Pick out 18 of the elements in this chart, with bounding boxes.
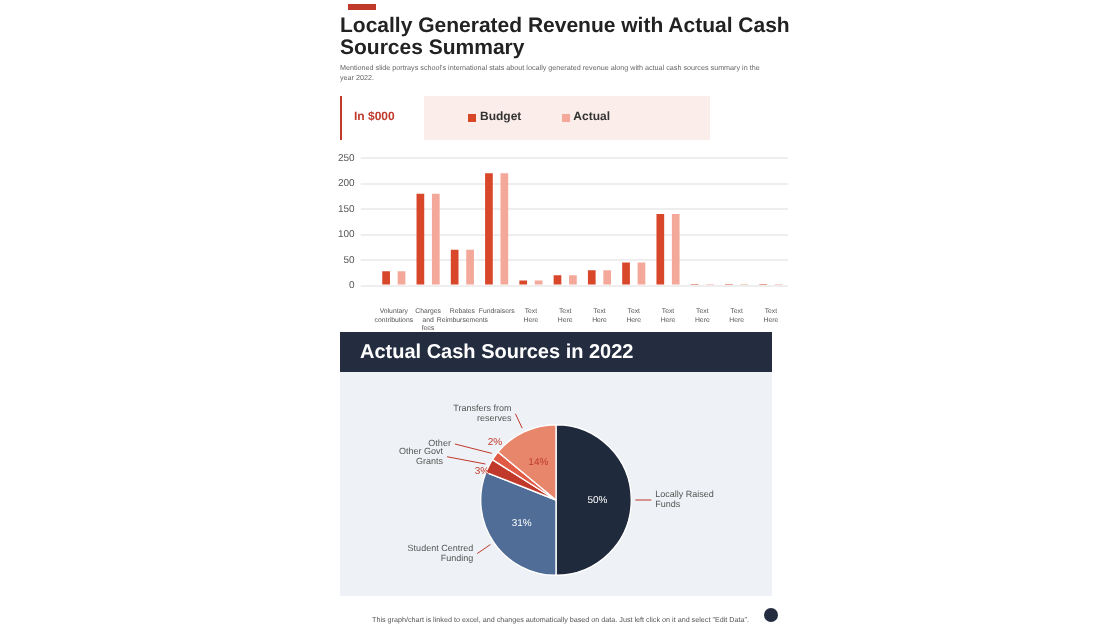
bar bbox=[450, 249, 459, 285]
bar bbox=[500, 173, 509, 285]
bar bbox=[656, 214, 665, 285]
bar bbox=[382, 271, 390, 285]
chart-title: Actual Cash Sources in 2022 bbox=[340, 332, 772, 372]
bar bbox=[553, 275, 562, 285]
bar bbox=[416, 193, 425, 285]
bar bbox=[466, 249, 474, 285]
bar bbox=[431, 193, 440, 285]
bar bbox=[397, 271, 406, 285]
bar bbox=[671, 214, 680, 285]
bar bbox=[637, 262, 646, 285]
chart-title: Locally Generated Revenue with Actual Cash Sources Summary bbox=[340, 14, 792, 60]
bar bbox=[587, 270, 596, 285]
bar bbox=[622, 262, 630, 285]
bar bbox=[485, 173, 493, 285]
bar bbox=[603, 270, 612, 285]
bar bbox=[569, 275, 577, 285]
